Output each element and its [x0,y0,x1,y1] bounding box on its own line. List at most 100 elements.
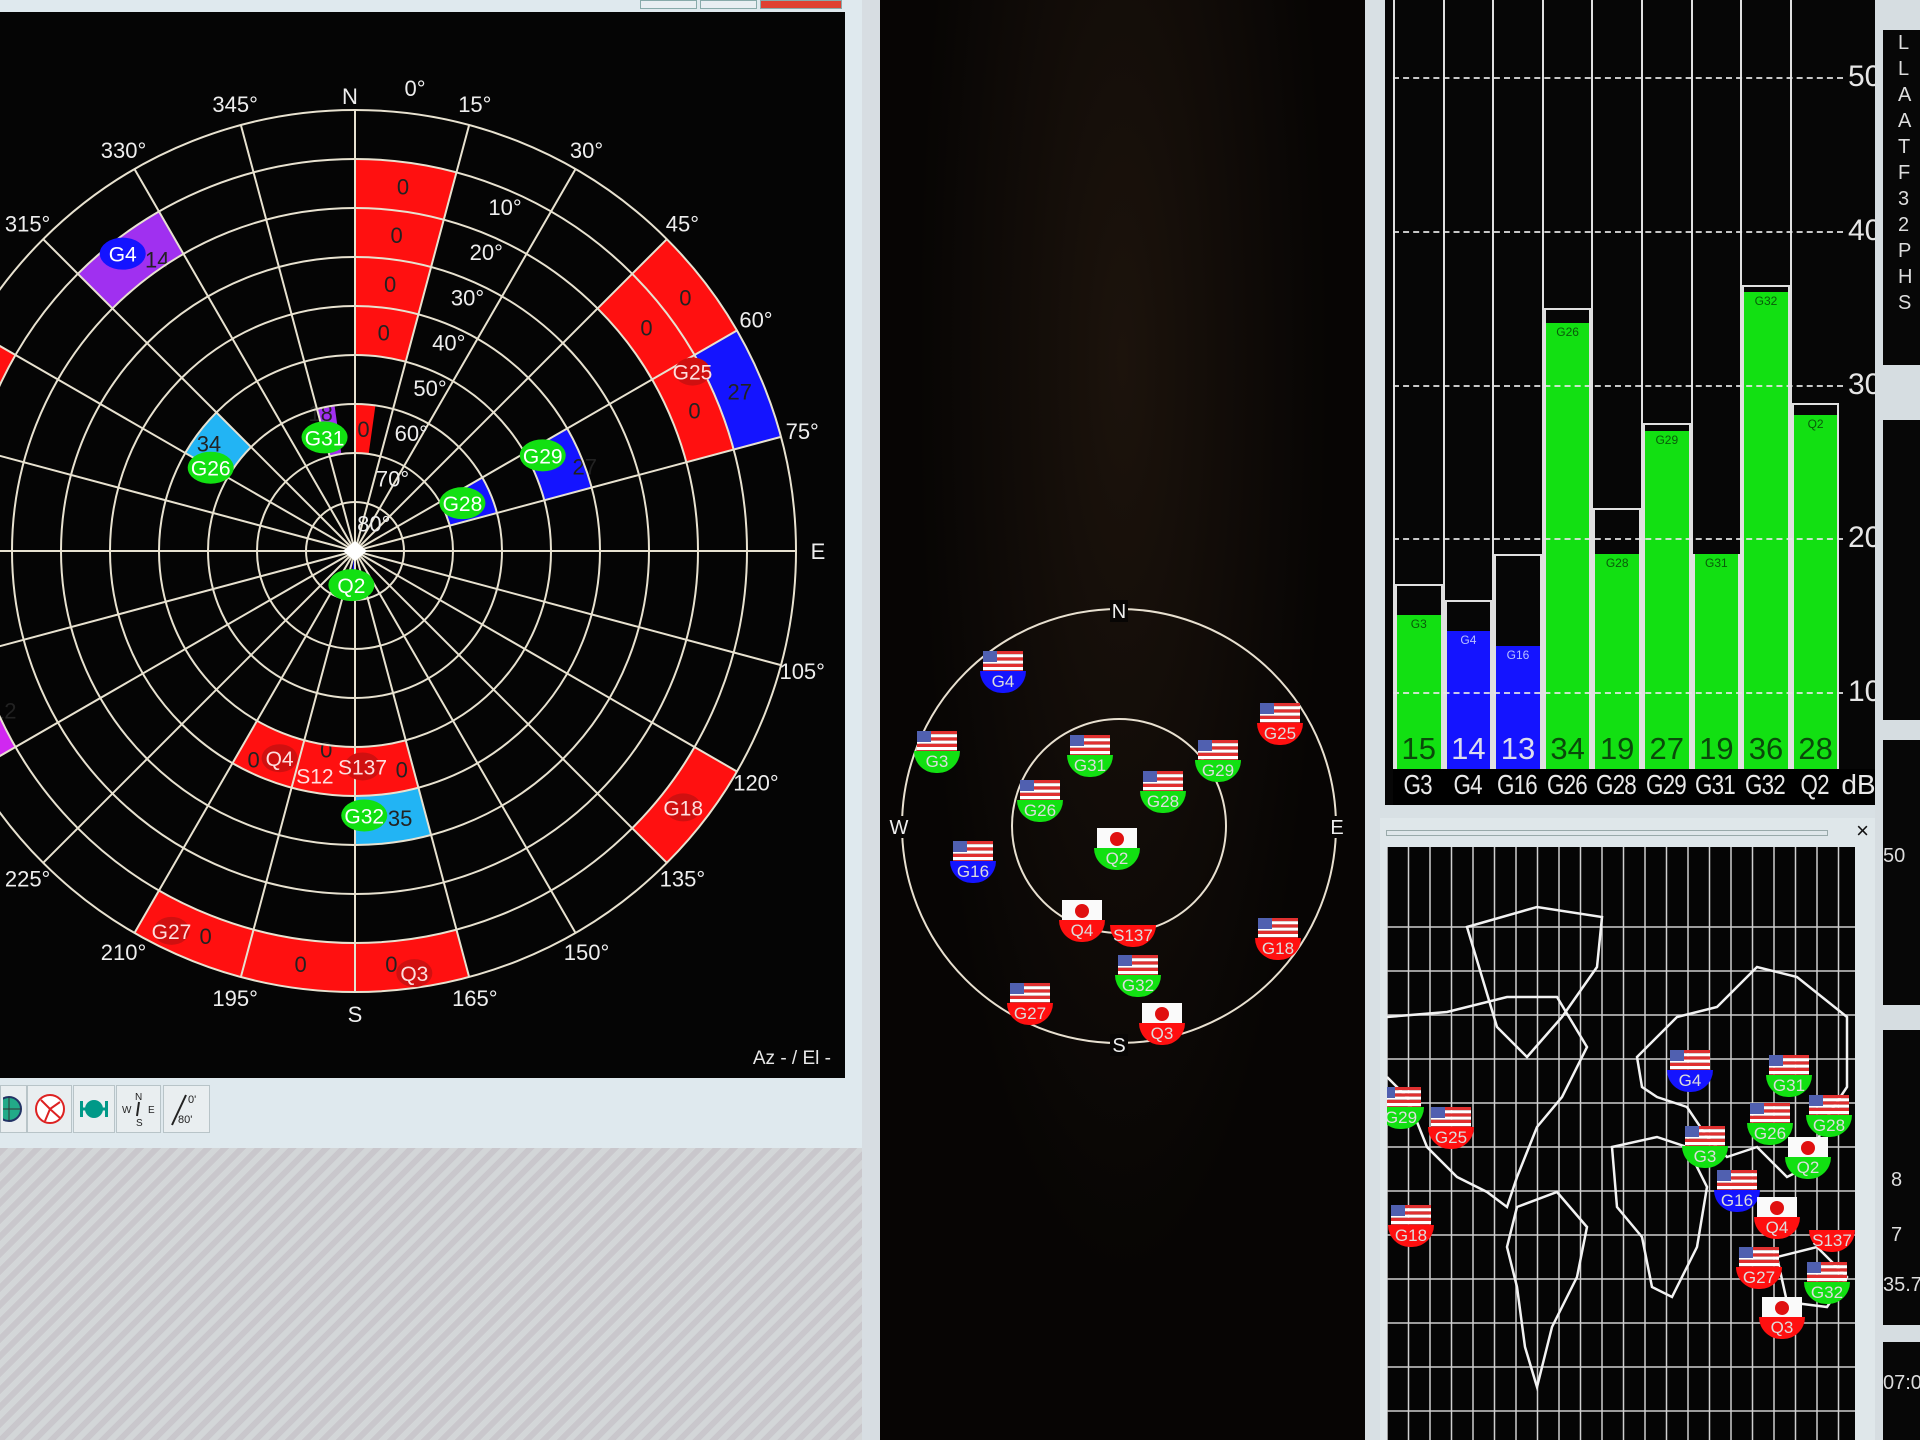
globe-icon[interactable] [0,1085,27,1133]
satellite-icon-g32[interactable]: G32 [1804,1262,1850,1306]
satellite-label: S12 [296,765,333,788]
satellite-icon-q4[interactable]: Q4 [1754,1197,1800,1241]
satellite-label: G27 [1736,1267,1782,1289]
cell-value: 0 [390,223,402,248]
azimuth-spoke [354,124,471,552]
flag-stripe [1809,1111,1849,1115]
flag-canton [1387,1087,1395,1098]
satellite-icon-g28[interactable]: G28 [1140,771,1186,815]
snr-bar-name: G16 [1506,647,1530,662]
satellite-icon-g18[interactable]: G18 [1255,918,1301,962]
north-america-outline [1387,995,1589,1210]
satellite-label: G26 [1017,800,1063,822]
satellite-label: Q3 [1759,1317,1805,1339]
satellite-icon-q4[interactable]: Q4 [1059,900,1105,944]
sky-plot-window: 00000000272718341412000350000°15°30°45°6… [0,0,862,1148]
satellite-icon-q2[interactable]: Q2 [1094,828,1140,872]
satellite-icon-q3[interactable]: Q3 [1139,1003,1185,1047]
flag-stripe [983,660,1023,664]
flag-stripe [1685,1138,1725,1142]
satellite-icon-g27[interactable]: G27 [1736,1247,1782,1291]
satellite-label: G18 [1255,938,1301,960]
flag-stripe [1387,1096,1421,1100]
azimuth-spoke [42,550,356,864]
satellite-icon-q2[interactable]: Q2 [1785,1137,1831,1181]
satellite-icon-g25[interactable]: G25 [1257,703,1303,747]
flag-stripe [1670,1066,1710,1070]
satellite-icon-g29[interactable]: G29 [1387,1087,1424,1131]
flag-stripe [1807,1274,1847,1278]
satellite-label: Q4 [1754,1217,1800,1239]
flag-stripe [1717,1173,1757,1177]
satellite-label: G32 [344,805,384,828]
satellite-icon[interactable] [73,1085,115,1133]
minimize-button[interactable] [640,0,697,9]
satellite-icon-q3[interactable]: Q3 [1759,1297,1805,1341]
flag-stripe [1260,715,1300,719]
satellite-icon-g31[interactable]: G31 [1766,1055,1812,1099]
svg-text:S: S [136,1118,143,1129]
satellite-icon-g29[interactable]: G29 [1195,740,1241,784]
flag-stripe [1143,774,1183,778]
azimuth-label: 345° [212,92,258,117]
map-close-button[interactable]: × [1856,818,1869,843]
satellite-icon-g28[interactable]: G28 [1806,1095,1852,1139]
us-flag-icon [1387,1087,1421,1109]
us-flag-icon [1391,1205,1431,1227]
satellite-icon-g16[interactable]: G16 [950,841,996,885]
world-map[interactable]: G29 G25 G18 G4 G31 G26 G28 G3 Q2 G16 Q4 S137 G32 G27 Q… [1387,847,1855,1440]
satellite-marker [665,793,702,822]
snr-plot-area: G3 15 G4 14 G16 13 G26 34 G28 19 G29 27 G31 19 G32 36 Q2… [1393,0,1883,769]
elevation-mask-icon[interactable]: 0' 80' [163,1085,210,1133]
satellite-label: Q3 [1139,1023,1185,1045]
azimuth-label: 60° [739,308,772,333]
satellite-marker [341,799,388,832]
azimuth-label: 165° [452,986,498,1011]
flag-canton [1143,771,1157,782]
satellite-icon-g25[interactable]: G25 [1428,1107,1474,1151]
azimuth-label: S [348,1002,363,1027]
flag-stripe [1809,1107,1849,1111]
svg-text:N: N [135,1092,142,1103]
snr-peak-marker [1643,422,1691,769]
us-flag-icon [1198,740,1238,762]
us-flag-icon [1143,771,1183,793]
satellite-icon-g16[interactable]: G16 [1714,1170,1760,1214]
cell-value: 0 [385,952,397,977]
satellite-icon-s137[interactable]: S137 [1110,905,1156,949]
satellite-label: G25 [1428,1127,1474,1149]
satellite-icon-g32[interactable]: G32 [1115,955,1161,999]
satellite-label: G16 [1714,1190,1760,1212]
close-button[interactable] [760,0,842,9]
maximize-button[interactable] [700,0,757,9]
satellite-icon-s137[interactable]: S137 [1809,1210,1855,1254]
satellite-icon-g26[interactable]: G26 [1747,1103,1793,1147]
satellite-label: S137 [1110,925,1156,947]
sky-plot-icon[interactable] [27,1085,72,1133]
satellite-icon-g27[interactable]: G27 [1007,983,1053,1027]
satellite-icon-g3[interactable]: G3 [914,731,960,775]
satellite-icon-g26[interactable]: G26 [1017,780,1063,824]
satellite-icon-g3[interactable]: G3 [1682,1126,1728,1170]
compass-label-bg [1110,1034,1128,1056]
satellite-icon-g4[interactable]: G4 [1667,1050,1713,1094]
flag-canton [1750,1103,1764,1114]
cell-value: 0 [199,924,211,949]
satellite-icon-g31[interactable]: G31 [1067,735,1113,779]
south-america-outline [1505,1190,1589,1392]
polar-sky-plot[interactable]: 00000000272718341412000350000°15°30°45°6… [0,12,845,1078]
status-label: L [1898,32,1910,54]
flag-stripe [1391,1205,1431,1209]
flag-stripe [1198,743,1238,747]
flag-stripe [1198,746,1238,750]
flag-stripe [1020,786,1060,790]
elevation-label: 30° [451,285,484,310]
satellite-icon-g4[interactable]: G4 [980,651,1026,695]
snr-bar-value: 19 [1599,731,1635,766]
flag-stripe [1431,1116,1471,1120]
snr-gridline [1393,538,1843,541]
satellite-icon-g18[interactable]: G18 [1388,1205,1434,1249]
us-flag-icon [1717,1170,1757,1192]
sky-cell [355,306,419,362]
